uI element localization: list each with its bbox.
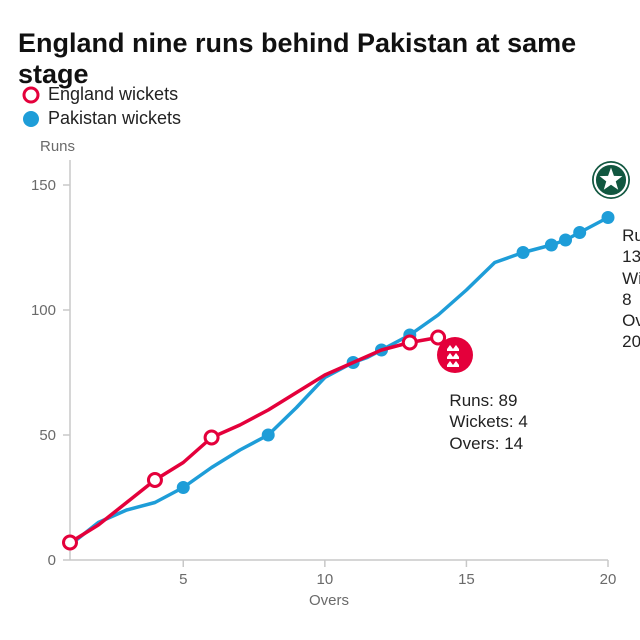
svg-text:10: 10 xyxy=(316,571,333,588)
callout-line: Wickets: 8 xyxy=(622,268,640,311)
callout-line: Runs: 137 xyxy=(622,225,640,268)
legend-item: England wickets xyxy=(22,84,181,105)
callout-line: Runs: 89 xyxy=(449,390,527,411)
chart-title: England nine runs behind Pakistan at sam… xyxy=(18,28,622,90)
chart-plot: 0501001505101520 xyxy=(70,160,608,560)
legend: England wickets Pakistan wickets xyxy=(22,84,181,132)
england-badge-icon xyxy=(437,337,473,373)
legend-label: Pakistan wickets xyxy=(48,108,181,129)
svg-text:20: 20 xyxy=(600,571,617,588)
callout-line: Overs: 20 xyxy=(622,310,640,353)
callout-line: Wickets: 4 xyxy=(449,411,527,432)
legend-label: England wickets xyxy=(48,84,178,105)
pakistan-badge-icon xyxy=(592,161,630,199)
legend-swatch-icon xyxy=(22,86,40,104)
svg-text:100: 100 xyxy=(31,302,56,319)
y-axis-label: Runs xyxy=(40,138,75,155)
svg-text:50: 50 xyxy=(39,427,56,444)
svg-text:5: 5 xyxy=(179,571,187,588)
legend-item: Pakistan wickets xyxy=(22,108,181,129)
pakistan-callout: Runs: 137 Wickets: 8 Overs: 20 xyxy=(622,225,640,353)
svg-text:150: 150 xyxy=(31,177,56,194)
svg-text:0: 0 xyxy=(48,552,56,569)
legend-swatch-icon xyxy=(22,110,40,128)
chart-card: England nine runs behind Pakistan at sam… xyxy=(0,0,640,640)
svg-text:15: 15 xyxy=(458,571,475,588)
callout-line: Overs: 14 xyxy=(449,433,527,454)
x-axis-label: Overs xyxy=(309,592,349,609)
england-callout: Runs: 89 Wickets: 4 Overs: 14 xyxy=(449,390,527,454)
